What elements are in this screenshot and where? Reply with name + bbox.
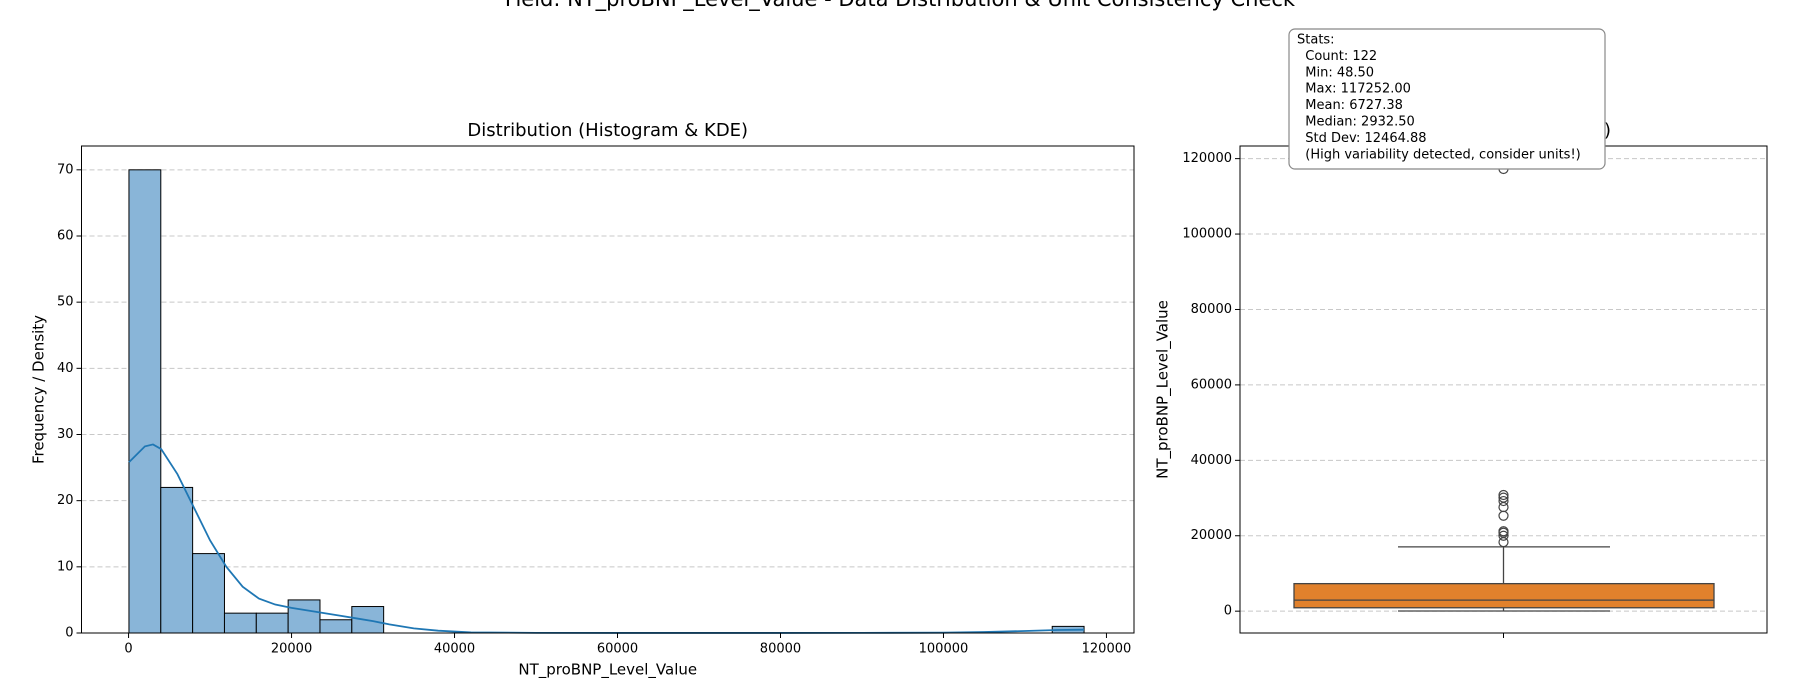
y-tick-label: 80000: [1191, 302, 1232, 317]
y-tick-label: 50: [57, 295, 74, 310]
y-tick-label: 30: [57, 427, 74, 442]
stats-box: Stats: Count: 122 Min: 48.50 Max: 117252…: [1288, 28, 1606, 170]
stats-box-frame: [1288, 28, 1606, 170]
stats-line: (High variability detected, consider uni…: [1297, 147, 1581, 162]
stats-line: Min: 48.50: [1297, 65, 1374, 80]
histogram-bar: [223, 612, 257, 634]
y-axis-label: NT_proBNP_Level_Value: [1154, 300, 1173, 479]
histogram-bar: [128, 169, 162, 634]
stats-line: Max: 117252.00: [1297, 82, 1411, 97]
stats-line: Median: 2932.50: [1297, 115, 1415, 130]
x-axis-label: NT_proBNP_Level_Value: [518, 661, 697, 680]
outlier: [1498, 489, 1509, 501]
plot-frame: [81, 145, 1135, 634]
histogram-bar: [319, 619, 353, 634]
chart-title: Distribution (Histogram & KDE): [467, 120, 748, 141]
kde-line: [128, 443, 1085, 634]
outlier: [1498, 495, 1509, 507]
x-tick-label: 0: [124, 642, 132, 657]
outlier: [1498, 492, 1509, 503]
x-tick-label: 40000: [434, 642, 475, 657]
stats-line: Mean: 6727.38: [1297, 98, 1403, 113]
outlier: [1498, 526, 1509, 537]
outlier: [1498, 530, 1509, 541]
stats-line: Count: 122: [1297, 49, 1377, 64]
histogram-bar: [255, 612, 289, 634]
y-tick-label: 100000: [1182, 227, 1232, 242]
x-tick-label: 80000: [760, 642, 801, 657]
y-tick-label: 0: [1224, 604, 1232, 619]
y-tick-label: 60000: [1191, 377, 1232, 392]
x-tick-label: 100000: [919, 642, 969, 657]
y-tick-label: 20000: [1191, 528, 1232, 543]
x-tick-label: 20000: [271, 642, 312, 657]
histogram-bar: [160, 486, 194, 634]
y-tick-label: 40: [57, 361, 74, 376]
y-tick-label: 0: [65, 626, 73, 641]
histogram-bar: [192, 553, 225, 634]
figure-title: Field: NT_proBNP_Level_Value - Data Dist…: [505, 0, 1296, 12]
y-tick-label: 120000: [1182, 151, 1232, 166]
x-tick-label: 120000: [1082, 642, 1132, 657]
y-tick-label: 40000: [1191, 453, 1232, 468]
y-tick-label: 70: [57, 162, 74, 177]
y-tick-label: 60: [57, 228, 74, 243]
histogram-bar: [287, 599, 321, 634]
stats-line: Std Dev: 12464.88: [1297, 131, 1427, 146]
y-axis-label: Frequency / Density: [30, 315, 48, 464]
outlier: [1498, 510, 1509, 521]
x-tick-label: 60000: [597, 642, 638, 657]
y-tick-label: 20: [57, 493, 74, 508]
y-tick-label: 10: [57, 559, 74, 574]
stats-line: Stats:: [1297, 33, 1335, 48]
box: [1293, 582, 1715, 609]
